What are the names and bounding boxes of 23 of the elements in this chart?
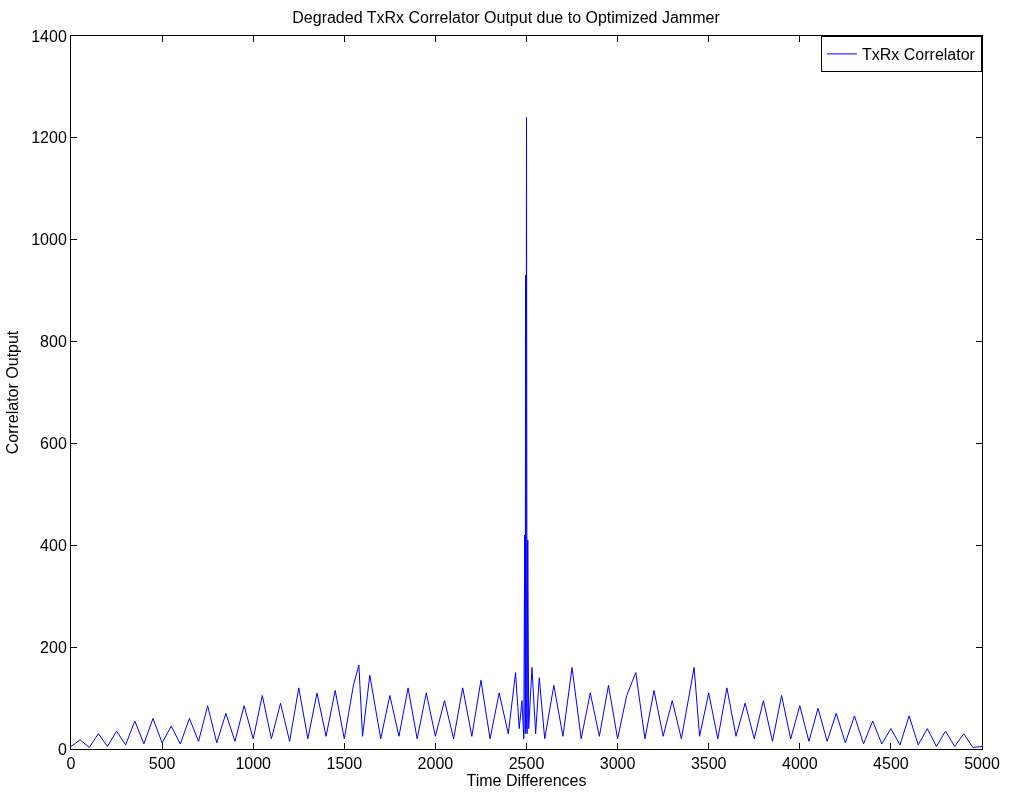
y-tick-label: 1400 [31, 27, 67, 45]
x-tick-label: 5000 [964, 755, 1000, 773]
y-tick-label: 800 [40, 333, 67, 351]
y-axis-title: Correlator Output [4, 330, 22, 455]
x-axis-title: Time Differences [466, 772, 587, 790]
x-tick-label: 4000 [782, 755, 818, 773]
y-tick-label: 400 [40, 536, 67, 554]
y-tick-label: 1000 [31, 231, 67, 249]
legend-label: TxRx Correlator [862, 46, 976, 64]
x-tick-label: 500 [148, 755, 176, 773]
y-tick-label: 0 [57, 740, 67, 758]
x-tick-label: 4500 [873, 755, 909, 773]
x-tick-label: 1500 [326, 755, 363, 773]
x-tick-label: 3000 [599, 755, 636, 773]
x-tick-label: 2000 [417, 755, 454, 773]
chart-title: Degraded TxRx Correlator Output due to Optimized Jammer [292, 9, 721, 27]
y-tick-label: 1200 [31, 129, 67, 147]
line-series [71, 116, 982, 748]
x-tick-label: 1000 [235, 755, 272, 773]
y-tick-label: 200 [40, 638, 67, 656]
x-tick-label: 3500 [690, 755, 727, 773]
x-tick-label: 2500 [508, 755, 545, 773]
y-tick-label: 600 [40, 435, 67, 453]
